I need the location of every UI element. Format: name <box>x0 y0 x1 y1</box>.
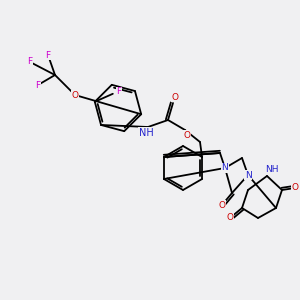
Text: O: O <box>184 130 190 140</box>
Text: F: F <box>116 87 122 96</box>
Text: F: F <box>45 50 51 59</box>
Text: O: O <box>292 184 298 193</box>
Text: N: N <box>244 170 251 179</box>
Text: O: O <box>218 200 226 209</box>
Text: O: O <box>71 91 79 100</box>
Text: N: N <box>222 164 228 172</box>
Text: O: O <box>226 214 233 223</box>
Text: F: F <box>35 80 40 89</box>
Text: NH: NH <box>139 128 153 138</box>
Text: NH: NH <box>265 166 279 175</box>
Text: O: O <box>172 92 178 101</box>
Text: F: F <box>27 58 33 67</box>
